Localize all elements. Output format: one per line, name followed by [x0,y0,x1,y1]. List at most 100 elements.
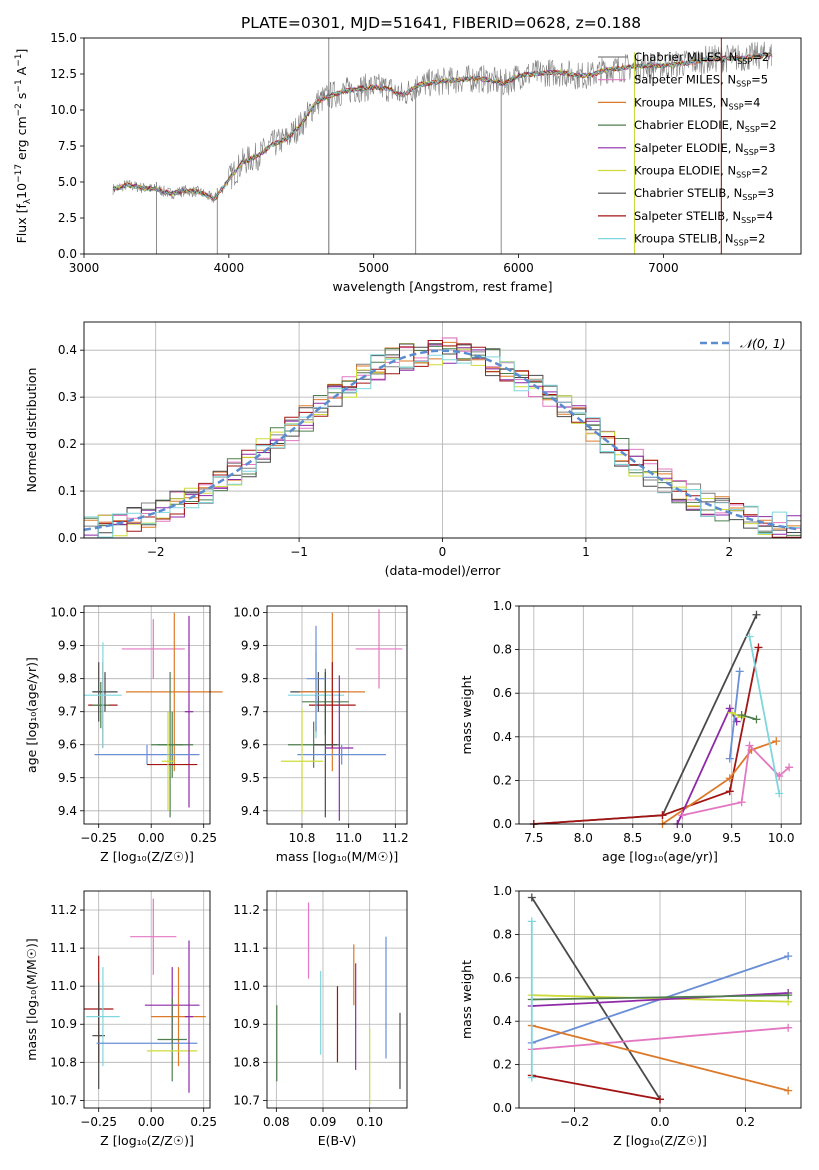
y-tick-label: 9.4 [58,804,77,818]
data-point-marker [527,917,536,926]
y-axis-label: Normed distribution [24,368,39,493]
x-tick-label: 0.25 [190,1115,217,1129]
data-point-marker [784,1086,793,1095]
x-tick-label: 6000 [503,261,534,275]
y-tick-label: 11.1 [233,941,260,955]
y-tick-label: 9.8 [58,672,77,686]
y-tick-label: 10.0 [50,103,77,117]
y-tick-label: 0.4 [58,343,77,357]
legend-entry: Kroupa STELIB, NSSP=2 [634,232,765,248]
x-tick-label: 4000 [214,261,245,275]
x-tick-label: −1 [290,545,308,559]
x-tick-label: 8.5 [623,831,642,845]
y-tick-label: 10.0 [233,606,260,620]
axes-frame [266,605,408,825]
histogram-series [84,354,801,538]
data-point-marker [775,789,784,798]
data-point-marker [754,643,763,652]
data-point-marker [785,763,794,772]
y-tick-label: 1.0 [493,599,512,613]
data-point-marker [658,811,667,820]
y-tick-label: 0.0 [493,1101,512,1115]
residual-histogram-panel: −2 −1 0 1 2 0.0 0.1 0.2 0.3 0.4 (data-model)/error… [24,321,802,578]
y-tick-label: 9.6 [241,738,260,752]
y-axis-label: mass [log₁₀(M/M☉)] [24,938,39,1060]
y-tick-label: 1.0 [493,884,512,898]
data-point-marker [656,1095,664,1104]
data-point-marker [725,787,734,796]
y-tick-label: 0.8 [493,643,512,657]
x-tick-label: 7000 [648,261,679,275]
legend-entry: Salpeter STELIB, NSSP=4 [634,209,773,225]
age-vs-z-panel: −0.25 0.00 0.25 9.4 9.5 9.6 9.7 9.8 9.9 10.0 Z [lo… [24,605,223,864]
y-axis-label: age [log₁₀(age/yr)] [24,657,39,773]
data-point-marker [784,1023,793,1032]
x-axis-label: Z [log₁₀(Z/Z☉)] [100,849,194,864]
x-axis-label: wavelength [Angstrom, rest frame] [332,279,552,294]
y-tick-label: 10.7 [50,1093,77,1107]
data-point-marker [725,754,734,763]
y-tick-label: 5.0 [58,175,77,189]
x-tick-label: 7.5 [524,831,543,845]
y-tick-label: 9.7 [58,705,77,719]
x-tick-label: −2 [147,545,165,559]
axes-frame [83,605,211,825]
data-point-marker [737,798,746,807]
y-tick-label: 7.5 [58,139,77,153]
axes-frame [266,890,408,1109]
line-series [661,740,777,825]
x-tick-label: 0.00 [138,1115,165,1129]
x-tick-label: 0.08 [263,1115,290,1129]
mass-vs-z-panel: −0.25 0.00 0.25 10.7 10.8 10.9 11.0 11.1 11.2 Z [… [24,890,217,1148]
histogram-series [84,343,801,538]
x-tick-label: 3000 [69,261,100,275]
x-tick-label: 8.0 [574,831,593,845]
y-tick-label: 9.9 [241,639,260,653]
line-series [741,714,757,721]
y-tick-label: 9.5 [241,771,260,785]
data-point-marker [678,811,687,820]
x-tick-label: 9.0 [673,831,692,845]
x-axis-label: E(B-V) [318,1133,357,1148]
y-tick-label: 0.6 [493,686,512,700]
axes-frame [518,605,802,825]
data-point-marker [725,704,734,713]
y-tick-label: 0.4 [493,1014,512,1028]
histogram-plot-area [84,337,801,538]
legend-entry: 𝒩(0, 1) [740,336,786,351]
x-tick-label: 10.8 [289,831,316,845]
x-tick-label: −0.2 [560,1115,589,1129]
spectrum-panel: 3000 4000 5000 6000 7000 0.0 2.5 5.0 7.5 10.0 12.5… [14,31,802,294]
line-series [531,1026,789,1051]
x-tick-label: 0.09 [310,1115,337,1129]
gaussian-curve [84,349,801,532]
data-point-marker [772,737,781,746]
x-tick-label: −0.25 [80,831,117,845]
x-tick-label: 2 [725,545,733,559]
y-tick-label: 15.0 [50,31,77,45]
y-tick-label: 0.0 [493,817,512,831]
legend-entry: Chabrier STELIB, NSSP=3 [634,186,774,202]
x-tick-label: 0.25 [190,831,217,845]
axes-frame [83,890,211,1109]
x-tick-label: 0.10 [356,1115,383,1129]
mass-weight-vs-z-panel: −0.2 0.0 0.2 0.0 0.2 0.4 0.6 0.8 1.0 Z [log₁₀(Z/Z… [459,884,802,1148]
x-tick-label: 11.0 [335,831,362,845]
y-tick-label: 12.5 [50,67,77,81]
x-tick-label: 0.00 [138,831,165,845]
mass-vs-ebv-panel: 0.08 0.09 0.10 10.7 10.8 10.9 11.0 11.1 11.2 E(B-… [233,890,408,1148]
x-axis-label: Z [log₁₀(Z/Z☉)] [100,1133,194,1148]
y-tick-label: 11.2 [50,903,77,917]
data-point-marker [752,715,761,724]
y-tick-label: 10.8 [233,1055,260,1069]
y-tick-label: 9.8 [241,672,260,686]
y-tick-label: 0.4 [493,730,512,744]
legend-entry: Salpeter ELODIE, NSSP=3 [634,141,776,157]
x-tick-label: 1 [582,545,590,559]
y-tick-label: 9.5 [58,771,77,785]
x-tick-label: 0 [439,545,447,559]
data-point-marker [725,774,734,783]
legend-entry: Chabrier MILES, NSSP=2 [634,50,769,66]
x-tick-label: 11.2 [382,831,409,845]
y-tick-label: 11.0 [50,979,77,993]
